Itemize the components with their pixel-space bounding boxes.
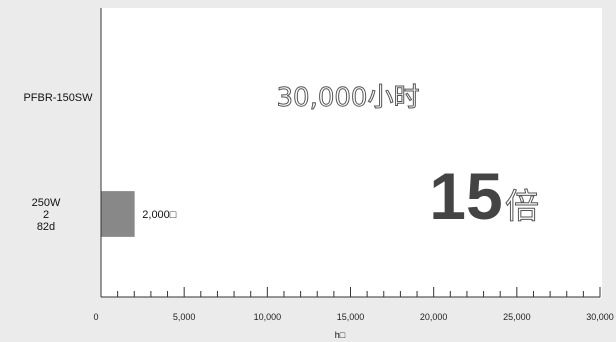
multiplier-unit: 倍 <box>505 187 539 227</box>
x-tick-label: 25,000 <box>503 312 531 322</box>
data-label-bar-2: 2,000□ <box>142 209 177 221</box>
x-tick-label: 15,000 <box>337 312 365 322</box>
category-label: 250W <box>32 197 61 209</box>
category-label: 2 <box>43 209 49 221</box>
category-label: 82d <box>37 221 55 233</box>
x-tick-label: 0 <box>93 312 98 322</box>
category-label: PFBR-150SW <box>23 92 93 104</box>
x-tick-label: 5,000 <box>173 312 196 322</box>
data-label-bar-1: 30,000小时 <box>277 83 420 113</box>
x-tick-label: 30,000 <box>586 312 614 322</box>
plot-area <box>101 8 602 297</box>
x-tick-label: 20,000 <box>420 312 448 322</box>
bar-1 <box>101 74 600 120</box>
x-tick-label: 10,000 <box>254 312 282 322</box>
bar-2 <box>100 191 135 237</box>
x-axis-title: h□ <box>335 330 346 340</box>
multiplier-number: 15 <box>429 159 502 233</box>
